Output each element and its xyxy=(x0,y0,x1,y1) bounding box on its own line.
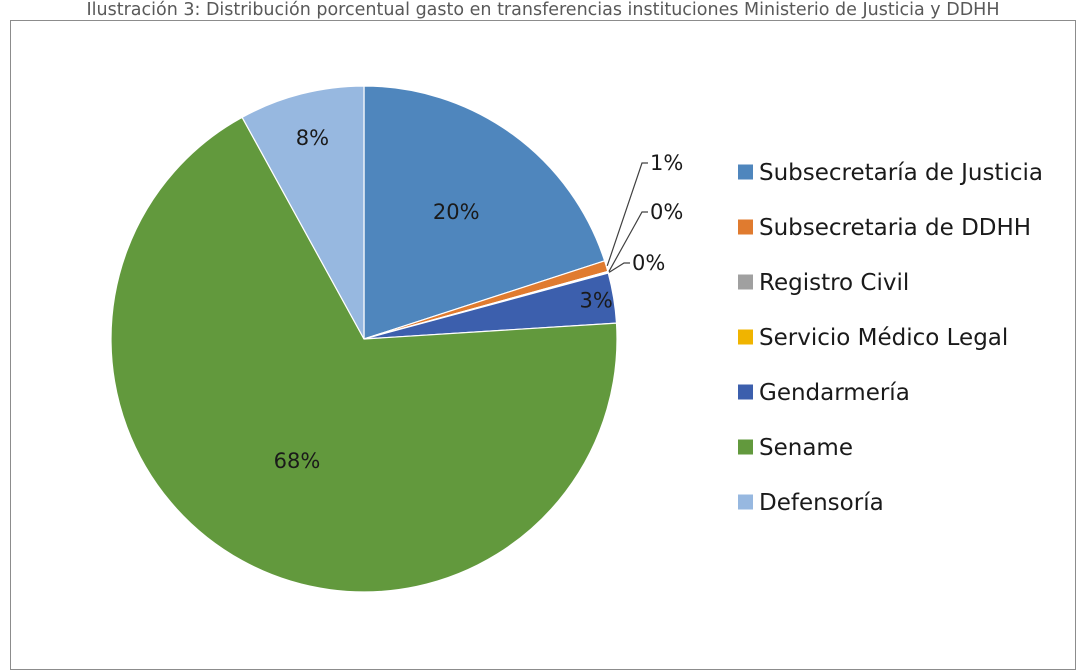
legend-swatch-subsecretaria-de-justicia xyxy=(738,164,753,180)
legend-label-subsecretaria-de-justicia: Subsecretaría de Justicia xyxy=(759,160,1043,186)
pie-slice-subsecretaria-de-justicia xyxy=(363,85,606,340)
legend-label-registro-civil: Registro Civil xyxy=(759,270,909,296)
pie-slice-sename xyxy=(110,116,618,593)
data-label-subsecretaria-de-ddhh: 1% xyxy=(650,151,683,175)
legend-label-defensoria: Defensoría xyxy=(759,490,884,516)
legend-swatch-gendarmeria xyxy=(738,384,753,400)
leader-line-servicio-medico-legal xyxy=(608,262,630,273)
data-label-gendarmeria: 3% xyxy=(579,289,612,313)
legend-label-gendarmeria: Gendarmería xyxy=(759,380,910,406)
legend-swatch-defensoria xyxy=(738,494,753,510)
leader-line-registro-civil xyxy=(608,211,648,272)
legend-label-sename: Sename xyxy=(759,435,853,461)
data-label-servicio-medico-legal: 0% xyxy=(632,251,665,275)
data-label-registro-civil: 0% xyxy=(650,200,683,224)
figure-caption: Ilustración 3: Distribución porcentual g… xyxy=(86,0,1000,20)
pie-slice-defensoria xyxy=(241,85,365,340)
legend-swatch-servicio-medico-legal xyxy=(738,329,753,345)
legend-label-subsecretaria-de-ddhh: Subsecretaria de DDHH xyxy=(759,215,1031,241)
data-label-subsecretaria-de-justicia: 20% xyxy=(433,200,480,224)
data-label-defensoria: 8% xyxy=(296,126,329,150)
legend-swatch-subsecretaria-de-ddhh xyxy=(738,219,753,235)
legend-label-servicio-medico-legal: Servicio Médico Legal xyxy=(759,325,1008,351)
legend-swatch-sename xyxy=(738,439,753,455)
leader-line-subsecretaria-de-ddhh xyxy=(606,162,648,267)
data-label-sename: 68% xyxy=(274,449,321,473)
legend-swatch-registro-civil xyxy=(738,274,753,290)
